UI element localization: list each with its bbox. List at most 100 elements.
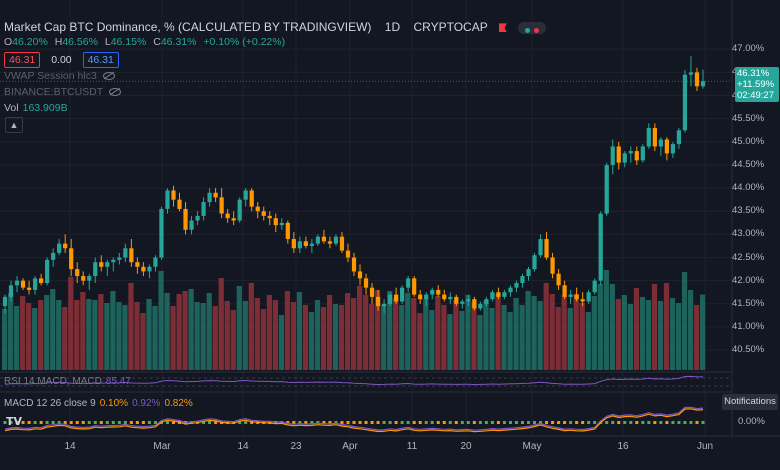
volume-bar bbox=[56, 300, 62, 370]
candle-body bbox=[309, 243, 314, 246]
volume-bar bbox=[218, 278, 224, 370]
volume-bar bbox=[98, 294, 104, 370]
macd-histogram-bar bbox=[87, 421, 91, 424]
candle-body bbox=[424, 294, 429, 300]
volume-bar bbox=[182, 291, 188, 370]
candle-body bbox=[357, 271, 363, 279]
volume-bar bbox=[350, 298, 357, 370]
candle-body bbox=[448, 296, 453, 300]
candle-body bbox=[285, 222, 290, 240]
candle-body bbox=[327, 241, 333, 244]
candle-body bbox=[688, 72, 694, 75]
candle-body bbox=[418, 294, 423, 300]
volume-bar bbox=[326, 295, 333, 370]
macd-histogram-bar bbox=[75, 421, 79, 424]
macd-histogram-bar bbox=[370, 421, 374, 424]
macd-histogram-bar bbox=[376, 421, 380, 424]
macd-histogram-bar bbox=[232, 421, 236, 424]
volume-bars bbox=[2, 270, 706, 370]
macd-histogram-bar bbox=[617, 421, 621, 424]
macd-histogram-bar bbox=[394, 421, 398, 424]
interval-label[interactable]: 1D bbox=[384, 20, 401, 34]
volume-bar bbox=[495, 294, 501, 370]
hidden-eye-icon[interactable] bbox=[109, 88, 122, 97]
volume-bar bbox=[92, 300, 98, 370]
market-status-icon[interactable] bbox=[518, 21, 547, 34]
notifications-button[interactable]: Notifications bbox=[722, 394, 778, 410]
macd-label: MACD 12 26 close 9 bbox=[4, 398, 96, 409]
volume-bar bbox=[2, 309, 8, 370]
volume-bar bbox=[633, 288, 640, 370]
candle-body bbox=[243, 190, 248, 200]
volume-bar bbox=[332, 304, 339, 370]
macd-histogram-bar bbox=[358, 421, 362, 424]
change-value: +0.10% (+0.22%) bbox=[203, 36, 286, 48]
indicator-binance[interactable]: BINANCE:BTCUSDT bbox=[4, 86, 122, 98]
volume-bar bbox=[609, 284, 615, 370]
time-tick-label: 11 bbox=[406, 441, 418, 452]
candle-body bbox=[279, 222, 284, 226]
volume-bar bbox=[302, 305, 309, 370]
sell-button[interactable]: 46.31 bbox=[4, 52, 41, 68]
volume-bar bbox=[471, 302, 477, 370]
indicator-vwap[interactable]: VWAP Session hlc3 bbox=[4, 70, 115, 82]
candle-body bbox=[45, 259, 50, 283]
volume-bar bbox=[68, 277, 74, 370]
candle-body bbox=[99, 262, 104, 267]
candle-body bbox=[129, 248, 134, 263]
candle-body bbox=[381, 303, 387, 307]
candle-body bbox=[363, 278, 369, 288]
volume-bar bbox=[477, 315, 483, 370]
volume-bar bbox=[399, 305, 405, 370]
macd-histogram-bar bbox=[575, 421, 579, 424]
macd-histogram-bar bbox=[286, 421, 290, 424]
candle-body bbox=[592, 280, 597, 293]
flag-icon[interactable] bbox=[498, 23, 507, 33]
macd-histogram-bar bbox=[202, 421, 206, 424]
macd-histogram-bar bbox=[478, 421, 482, 424]
volume-bar bbox=[615, 299, 621, 370]
macd-histogram-bar bbox=[3, 421, 7, 424]
rsi-legend[interactable]: RSI 14 MACD, MACD 85.47 bbox=[4, 376, 131, 387]
volume-bar bbox=[459, 311, 465, 370]
volume-bar bbox=[44, 295, 50, 370]
volume-bar bbox=[597, 284, 603, 370]
volume-label: Vol bbox=[4, 102, 19, 114]
volume-bar bbox=[513, 298, 519, 370]
volume-bar bbox=[483, 301, 489, 370]
candle-body bbox=[514, 283, 519, 288]
chart-legend-title[interactable]: Market Cap BTC Dominance, % (CALCULATED … bbox=[4, 20, 547, 34]
macd-histogram-bar bbox=[39, 421, 43, 424]
macd-histogram-bar bbox=[593, 421, 597, 424]
tradingview-logo[interactable]: TV bbox=[6, 415, 23, 428]
candle-body bbox=[26, 287, 32, 290]
candle-body bbox=[111, 259, 116, 263]
volume-bar bbox=[465, 295, 471, 370]
volume-bar bbox=[579, 303, 585, 370]
candle-body bbox=[153, 257, 158, 267]
indicator-volume[interactable]: Vol 163.909B bbox=[4, 102, 68, 114]
time-tick-label: 16 bbox=[617, 441, 629, 452]
hidden-eye-icon[interactable] bbox=[102, 72, 115, 81]
macd-legend[interactable]: MACD 12 26 close 9 0.10% 0.92% 0.82% bbox=[4, 398, 193, 409]
volume-bar bbox=[290, 302, 297, 370]
buy-button[interactable]: 46.31 bbox=[82, 52, 119, 68]
volume-bar bbox=[158, 271, 164, 370]
macd-histogram-bar bbox=[683, 421, 687, 424]
candle-body bbox=[345, 250, 351, 258]
volume-bar bbox=[447, 314, 453, 370]
volume-bar bbox=[501, 305, 507, 370]
macd-histogram-bar bbox=[244, 421, 248, 424]
macd-histogram-bar bbox=[502, 421, 506, 424]
binance-label: BINANCE:BTCUSDT bbox=[4, 86, 104, 98]
price-tick-label: 47.00% bbox=[732, 43, 765, 55]
volume-bar bbox=[681, 272, 688, 370]
candle-body bbox=[640, 146, 645, 161]
candle-body bbox=[406, 278, 411, 288]
candle-body bbox=[255, 206, 260, 212]
candle-body bbox=[472, 299, 477, 309]
volume-bar bbox=[651, 284, 658, 370]
collapse-legend-button[interactable]: ▲ bbox=[5, 117, 23, 133]
volume-bar bbox=[122, 305, 128, 370]
